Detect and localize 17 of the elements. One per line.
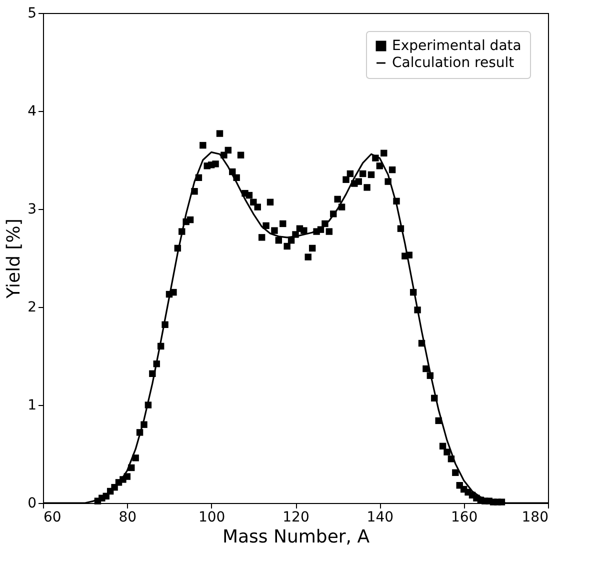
legend-label: Experimental data (392, 38, 522, 54)
x-axis-title: Mass Number, A (222, 526, 370, 548)
x-tick-label: 160 (450, 510, 478, 526)
y-tick-label: 1 (28, 398, 36, 414)
x-tick-label: 180 (522, 510, 548, 526)
legend-label: Calculation result (392, 55, 515, 71)
y-axis-title: Yield [%] (4, 218, 25, 300)
y-tick-label: 0 (28, 496, 36, 512)
x-tick-label: 100 (198, 510, 226, 526)
y-tick-label: 3 (28, 202, 36, 218)
x-tick-label: 80 (118, 510, 137, 526)
y-tick-label: 2 (28, 300, 36, 316)
y-tick-label: 5 (28, 6, 36, 22)
x-tick-label: 140 (366, 510, 394, 526)
y-tick-label: 4 (28, 104, 37, 120)
x-tick-label: 120 (282, 510, 310, 526)
x-tick-label: 60 (44, 510, 62, 526)
